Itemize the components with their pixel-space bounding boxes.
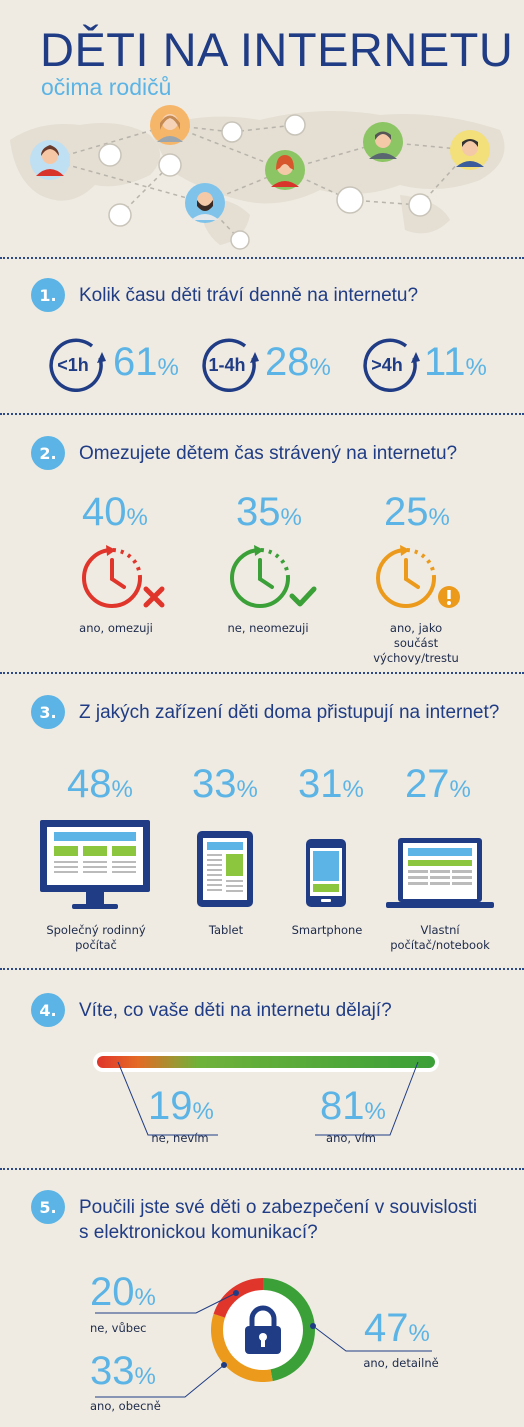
device-percent: 27% <box>405 762 471 806</box>
device-percent: 31% <box>298 762 364 806</box>
desktop-monitor-icon <box>40 820 150 909</box>
limit-label: ne, neomezuji <box>227 621 309 635</box>
device-label: Vlastní počítač/notebook <box>390 923 490 952</box>
avatar-woman-left <box>30 140 70 180</box>
question-number: 1. <box>31 278 65 312</box>
question-number: 5. <box>31 1190 65 1224</box>
time-item: >4h <box>360 336 420 392</box>
device-label: Společný rodinný počítač <box>46 923 146 952</box>
knowledge-label: ano, vím <box>326 1131 376 1145</box>
question-text: Víte, co vaše děti na internetu dělají? <box>79 1000 392 1021</box>
avatar-man-far-right <box>450 130 490 170</box>
clock-warning-icon <box>376 545 460 608</box>
question-number: 3. <box>31 695 65 729</box>
section-divider <box>0 968 524 970</box>
time-label: >4h <box>371 355 403 375</box>
time-item: 1-4h <box>199 336 261 392</box>
limit-label: ano, jako součást výchovy/trestu <box>373 621 459 665</box>
security-percent: 33% <box>90 1349 156 1393</box>
section-divider <box>0 257 524 259</box>
knowledge-label: ne, nevím <box>151 1131 209 1145</box>
question-text: Z jakých zařízení děti doma přistupují n… <box>79 702 500 723</box>
limit-percent: 35% <box>236 490 302 534</box>
clock-cross-icon <box>82 545 165 608</box>
question-text-line1: Poučili jste své děti o zabezpečení v so… <box>79 1197 478 1218</box>
question-text: Omezujete dětem čas strávený na internet… <box>79 443 458 464</box>
tablet-icon <box>197 831 253 907</box>
time-percent: 61% <box>113 340 179 384</box>
question-text: Kolik času děti tráví denně na internetu… <box>79 285 419 306</box>
device-percent: 48% <box>67 762 133 806</box>
time-percent: 11% <box>424 340 487 384</box>
knowledge-percent: 81% <box>320 1084 386 1128</box>
section-divider <box>0 413 524 415</box>
avatar-woman-top <box>150 105 190 145</box>
smartphone-icon <box>306 839 346 907</box>
security-percent: 47% <box>364 1306 430 1350</box>
avatar-man-right <box>363 122 403 162</box>
laptop-icon <box>386 838 494 908</box>
security-label: ano, detailně <box>363 1356 439 1370</box>
time-item: <1h <box>46 336 106 392</box>
question-text-line2: s elektronickou komunikací? <box>79 1222 318 1243</box>
page-subtitle: očima rodičů <box>41 74 172 100</box>
limit-label: ano, omezuji <box>79 621 153 635</box>
knowledge-percent: 19% <box>148 1084 214 1128</box>
device-percent: 33% <box>192 762 258 806</box>
time-cycle-icon: <1h <box>49 338 106 392</box>
question-number: 4. <box>31 993 65 1027</box>
avatar-man-middle <box>185 183 225 223</box>
time-percent: 28% <box>265 340 331 384</box>
device-label: Smartphone <box>291 923 363 937</box>
question-number: 2. <box>31 436 65 470</box>
section-divider <box>0 1168 524 1170</box>
time-label: <1h <box>57 355 89 375</box>
network-illustration <box>10 105 505 250</box>
time-cycle-icon: 1-4h <box>202 338 259 392</box>
time-label: 1-4h <box>208 355 245 375</box>
security-donut-chart <box>95 1278 432 1398</box>
time-cycle-icon: >4h <box>363 338 420 392</box>
clock-check-icon <box>230 545 317 608</box>
device-label: Tablet <box>208 923 244 937</box>
security-label: ano, obecně <box>90 1399 161 1413</box>
lock-icon <box>245 1305 281 1354</box>
avatar-woman-center <box>265 150 305 190</box>
section-divider <box>0 672 524 674</box>
knowledge-bar <box>93 1052 439 1136</box>
page-title: DĚTI NA INTERNETU <box>40 23 514 76</box>
security-label: ne, vůbec <box>90 1321 147 1335</box>
security-percent: 20% <box>90 1270 156 1314</box>
limit-percent: 25% <box>384 490 450 534</box>
limit-percent: 40% <box>82 490 148 534</box>
